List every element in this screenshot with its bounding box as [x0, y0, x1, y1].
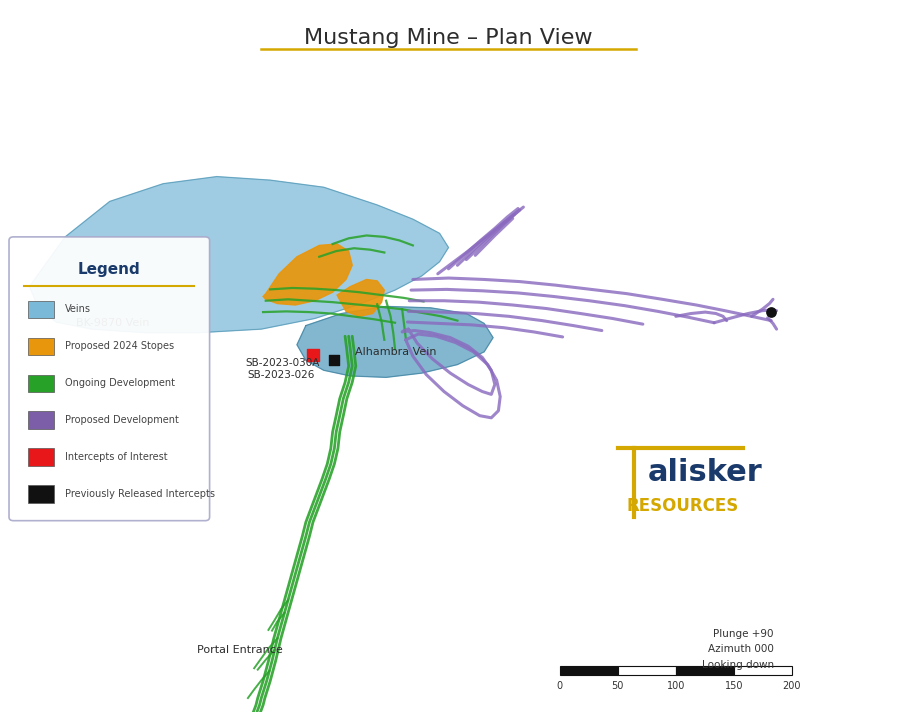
Text: Alhambra Vein: Alhambra Vein	[355, 347, 437, 357]
FancyBboxPatch shape	[9, 237, 210, 521]
Polygon shape	[30, 177, 448, 332]
Text: SB-2023-030A: SB-2023-030A	[245, 358, 319, 368]
Text: BK-9870 Vein: BK-9870 Vein	[76, 318, 150, 328]
FancyBboxPatch shape	[28, 301, 55, 318]
Point	[764, 306, 779, 317]
Point	[327, 355, 342, 366]
Text: SB-2023-026: SB-2023-026	[247, 370, 315, 380]
Text: Looking down: Looking down	[701, 660, 774, 670]
Text: RESOURCES: RESOURCES	[627, 498, 739, 516]
Text: Veins: Veins	[65, 305, 91, 315]
Text: 0: 0	[557, 681, 563, 691]
Text: Legend: Legend	[78, 262, 141, 277]
Text: 150: 150	[725, 681, 743, 691]
Text: 200: 200	[782, 681, 801, 691]
Bar	[618, 666, 675, 676]
Point	[306, 349, 320, 360]
Text: 100: 100	[666, 681, 685, 691]
Text: Portal Entrance: Portal Entrance	[197, 645, 283, 655]
FancyBboxPatch shape	[28, 485, 55, 503]
Polygon shape	[297, 307, 493, 378]
Text: Plunge +90: Plunge +90	[713, 628, 774, 638]
Polygon shape	[263, 244, 353, 305]
Bar	[734, 666, 792, 676]
Text: Ongoing Development: Ongoing Development	[65, 378, 175, 388]
Text: Proposed Development: Proposed Development	[65, 415, 179, 425]
FancyBboxPatch shape	[28, 448, 55, 466]
Bar	[560, 666, 618, 676]
Text: Previously Released Intercepts: Previously Released Intercepts	[65, 489, 215, 499]
Text: alisker: alisker	[648, 458, 762, 487]
FancyBboxPatch shape	[28, 375, 55, 393]
Bar	[675, 666, 734, 676]
Text: 50: 50	[612, 681, 624, 691]
Text: Mustang Mine – Plan View: Mustang Mine – Plan View	[304, 28, 593, 48]
Polygon shape	[337, 280, 384, 316]
FancyBboxPatch shape	[28, 411, 55, 429]
Text: Azimuth 000: Azimuth 000	[708, 644, 774, 654]
FancyBboxPatch shape	[28, 337, 55, 355]
Text: Intercepts of Interest: Intercepts of Interest	[65, 452, 168, 462]
Text: Proposed 2024 Stopes: Proposed 2024 Stopes	[65, 341, 174, 351]
